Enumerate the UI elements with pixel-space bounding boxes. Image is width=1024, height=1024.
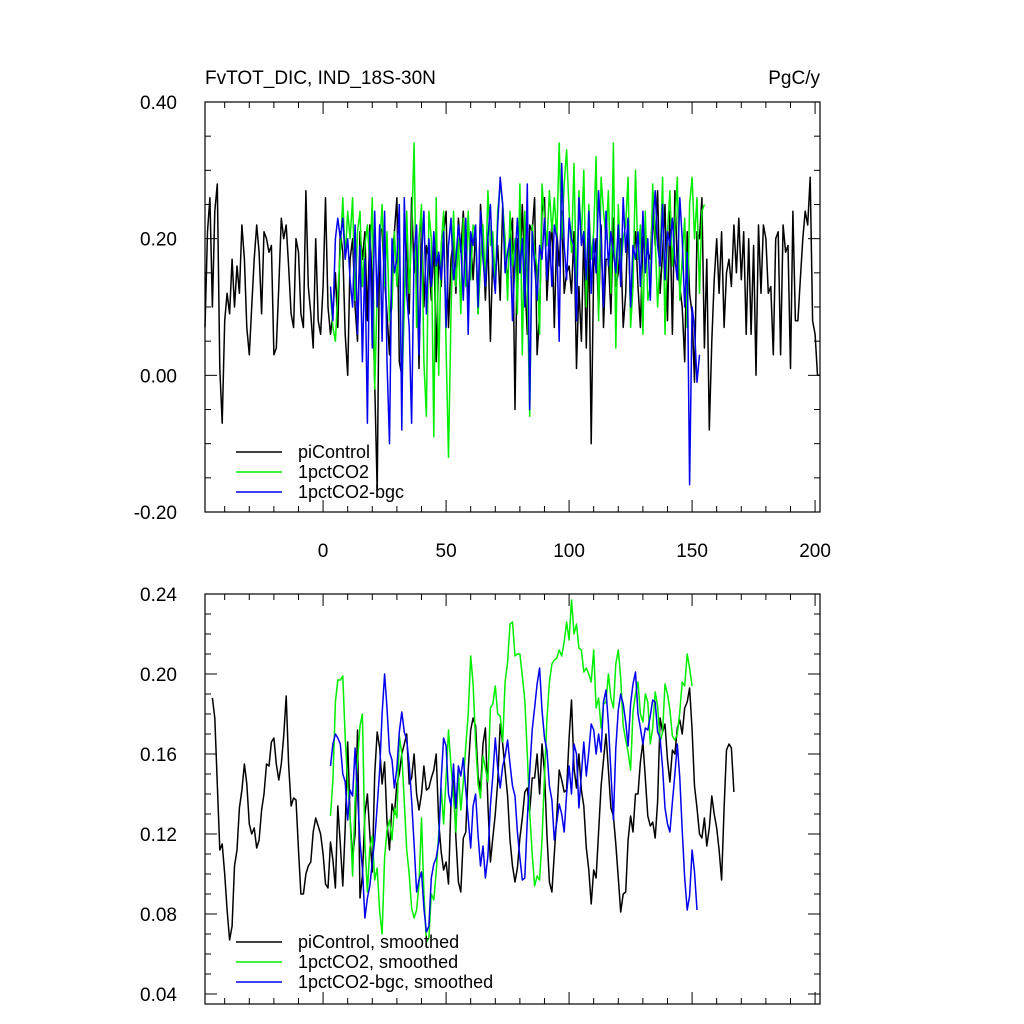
- top-y-tick-labels: -0.20 0.00 0.20 0.40: [134, 93, 177, 524]
- top-x-tick-label: 50: [436, 541, 457, 562]
- bottom-y-tick-label: 0.20: [140, 665, 177, 686]
- top-series-line-1pctco2: [329, 142, 706, 459]
- bottom-legend-label-picontrol-smoothed: piControl, smoothed: [298, 932, 459, 952]
- figure-title: FvTOT_DIC, IND_18S-30N: [205, 68, 436, 89]
- bottom-y-tick-label: 0.24: [140, 585, 177, 606]
- bottom-series-line-1pctco2-bgc-smoothed: [329, 667, 698, 933]
- top-series-lines: [204, 142, 820, 493]
- top-legend-label-picontrol: piControl: [298, 442, 370, 462]
- top-x-tick-label: 0: [318, 541, 329, 562]
- bottom-series-line-1pctco2-smoothed: [329, 599, 693, 943]
- raw-flux-panel: -0.20 0.00 0.20 0.40 0 50 100 150 200 piControl…: [134, 93, 831, 562]
- bottom-legend-label-1pctco2-smoothed: 1pctCO2, smoothed: [298, 952, 458, 972]
- bottom-y-tick-label: 0.12: [140, 825, 177, 846]
- top-series-line-1pctco2-bgc: [329, 162, 701, 486]
- top-axis-ticks: [205, 101, 820, 513]
- top-x-tick-label: 100: [553, 541, 585, 562]
- top-y-tick-label: 0.40: [140, 93, 177, 114]
- bottom-axis-ticks: [205, 593, 820, 1004]
- top-legend-label-1pctco2: 1pctCO2: [298, 462, 369, 482]
- top-y-tick-label: 0.20: [140, 230, 177, 251]
- bottom-plot-frame: [204, 593, 821, 1005]
- smoothed-flux-panel: 0.04 0.08 0.12 0.16 0.20 0.24 piControl, smoo…: [140, 585, 821, 1006]
- top-series-line-picontrol: [204, 176, 820, 493]
- bottom-series-lines: [211, 599, 735, 943]
- top-x-tick-label: 150: [676, 541, 708, 562]
- bottom-y-tick-label: 0.08: [140, 905, 177, 926]
- bottom-legend-label-1pctco2-bgc-smoothed: 1pctCO2-bgc, smoothed: [298, 972, 493, 992]
- bottom-series-line-picontrol-smoothed: [211, 687, 735, 941]
- bottom-y-tick-label: 0.04: [140, 985, 177, 1006]
- bottom-y-tick-labels: 0.04 0.08 0.12 0.16 0.20 0.24: [140, 585, 177, 1006]
- top-y-tick-label: 0.00: [140, 366, 177, 387]
- top-y-tick-label: -0.20: [134, 503, 177, 524]
- bottom-y-tick-label: 0.16: [140, 745, 177, 766]
- top-legend-label-1pctco2-bgc: 1pctCO2-bgc: [298, 482, 404, 502]
- units-label: PgC/y: [768, 68, 820, 89]
- top-x-tick-labels: 0 50 100 150 200: [318, 541, 831, 562]
- top-x-tick-label: 200: [799, 541, 831, 562]
